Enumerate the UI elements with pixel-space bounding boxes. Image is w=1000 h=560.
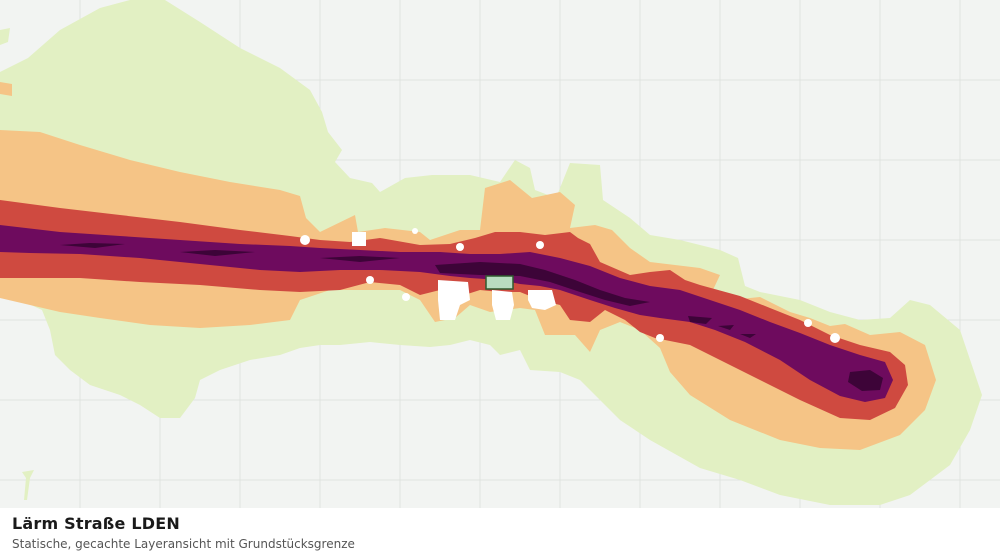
noise-band-lowest-fragment (158, 410, 166, 418)
noise-band-high (0, 225, 893, 402)
noise-map[interactable] (0, 0, 1000, 508)
noise-map-canvas (0, 0, 1000, 508)
map-grid (0, 0, 1000, 508)
noise-band-highest (60, 243, 125, 248)
map-subtitle: Statische, gecachte Layeransicht mit Gru… (12, 537, 355, 551)
noise-band-highest (688, 316, 712, 324)
noise-band-highest (435, 262, 650, 306)
parcel-boundary[interactable] (485, 275, 514, 290)
noise-band-highest (718, 325, 734, 330)
noise-band-highest (320, 256, 400, 262)
map-title: Lärm Straße LDEN (12, 514, 180, 533)
noise-band-lowest-fragment (0, 28, 10, 45)
noise-band-highest (180, 250, 255, 256)
map-caption: Lärm Straße LDEN Statische, gecachte Lay… (0, 508, 1000, 560)
noise-band-lowest-fragment (22, 470, 34, 500)
noise-band-low-fragment (0, 82, 12, 96)
map-gaps (300, 228, 840, 343)
noise-band-highest (848, 370, 883, 391)
noise-band-highest (740, 334, 756, 338)
